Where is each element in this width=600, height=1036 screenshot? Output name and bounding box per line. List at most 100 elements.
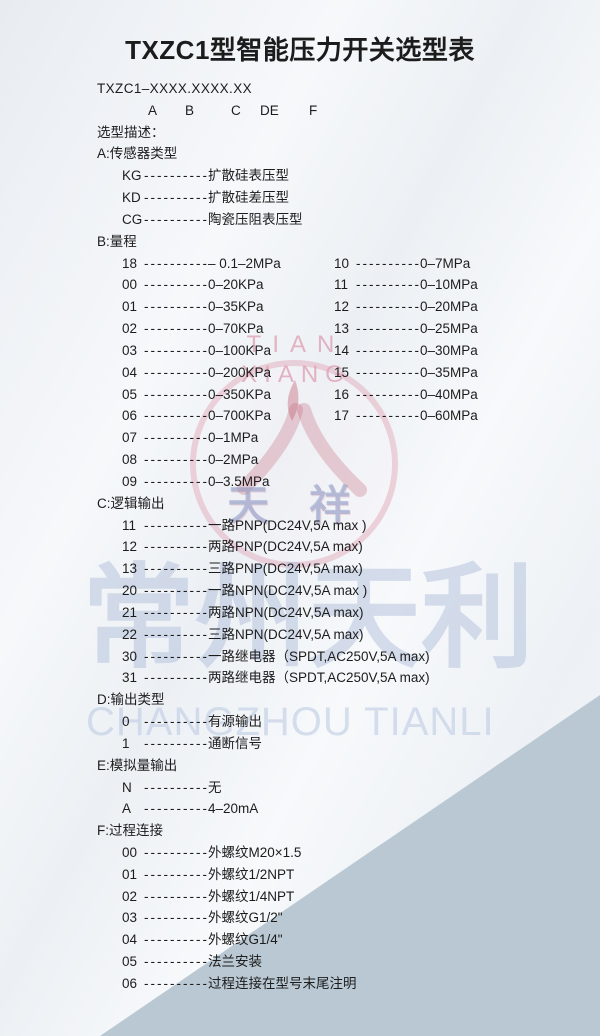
option: 13 ---------- 0–25MPa [334,318,478,340]
option-label: 0–30MPa [420,342,478,358]
option-label: 有源输出 [208,714,262,730]
option-label: 0–35KPa [208,299,264,315]
position-letter: DE [260,102,279,118]
option-code: 12 [122,539,138,555]
option-label: 0–350KPa [208,386,272,402]
option-row: 12 ---------- 两路PNP(DC24V,5A max) [0,536,600,558]
range-option-row: 00 ---------- 0–20KPa 11 ---------- 0–10MPa [0,274,600,296]
option-label: 一路继电器（SPDT,AC250V,5A max) [208,648,430,664]
model-code: TXZC1–XXXX.XXXX.XX [97,81,253,96]
dash-leader: ---------- [356,364,420,380]
option: 11 ---------- 一路PNP(DC24V,5A max ) [122,515,367,537]
range-option-row: 07 ---------- 0–1MPa [0,427,600,449]
option: 12 ---------- 两路PNP(DC24V,5A max) [122,536,363,558]
section-heading-F: F:过程连接 [97,823,163,839]
dash-leader: ---------- [144,844,208,860]
option-code: A [122,801,132,817]
option-label: 外螺纹1/4NPT [208,888,295,904]
option-row: 1 ---------- 通断信号 [0,733,600,755]
option-code: KG [122,168,142,184]
dash-leader: ---------- [144,452,208,468]
dash-leader: ---------- [356,342,420,358]
option-code: 22 [122,626,138,642]
option-code: 06 [122,408,138,424]
dash-leader: ---------- [144,473,208,489]
dash-leader: ---------- [144,386,208,402]
range-option-row: 09 ---------- 0–3.5MPa [0,471,600,493]
option-code: 17 [334,408,350,424]
option-label: 0–20KPa [208,277,264,293]
option-label: 两路NPN(DC24V,5A max) [208,604,364,620]
model-position-letters: A B C DE F [0,100,600,122]
dash-leader: ---------- [144,321,208,337]
option: 30 ---------- 一路继电器（SPDT,AC250V,5A max) [122,646,430,668]
option-row: 01 ---------- 外螺纹1/2NPT [0,864,600,886]
option-code: 05 [122,954,138,970]
option: 09 ---------- 0–3.5MPa [122,471,334,493]
section-heading-C: C:逻辑输出 [97,495,165,511]
option: 02 ---------- 外螺纹1/4NPT [122,886,294,908]
option-code: 08 [122,452,138,468]
option-label: 一路PNP(DC24V,5A max ) [208,517,367,533]
option-label: 扩散硅差压型 [208,190,289,206]
option-row: 06 ---------- 过程连接在型号末尾注明 [0,973,600,995]
dash-leader: ---------- [144,648,208,664]
option-label: 法兰安装 [208,954,262,970]
section-heading-E: E:模拟量输出 [97,757,178,773]
option-label: 0–10MPa [420,277,478,293]
option-code: N [122,779,132,795]
option: 18 ---------- – 0.1–2MPa [122,253,334,275]
option-code: 30 [122,648,138,664]
sections-container: A:传感器类型 KG ---------- 扩散硅表压型 KD ---------- 扩散硅… [0,143,600,994]
option: 0 ---------- 有源输出 [122,711,262,733]
option-row: A ---------- 4–20mA [0,798,600,820]
option-label: 0–25MPa [420,321,478,337]
dash-leader: ---------- [144,517,208,533]
option-label: 0–70KPa [208,321,264,337]
option-code: 00 [122,277,138,293]
dash-leader: ---------- [144,714,208,730]
option: 10 ---------- 0–7MPa [334,253,470,275]
option: 05 ---------- 0–350KPa [122,384,334,406]
option-code: 13 [334,321,350,337]
option: 00 ---------- 外螺纹M20×1.5 [122,842,301,864]
option-row: 31 ---------- 两路继电器（SPDT,AC250V,5A max) [0,667,600,689]
option-label: 0–7MPa [420,255,471,271]
option: 04 ---------- 外螺纹G1/4" [122,929,283,951]
dash-leader: ---------- [144,670,208,686]
option-label: 0–20MPa [420,299,478,315]
dash-leader: ---------- [356,299,420,315]
option-label: 0–60MPa [420,408,478,424]
dash-leader: ---------- [144,932,208,948]
option-code: 03 [122,342,138,358]
option-label: – 0.1–2MPa [208,255,281,271]
range-option-row: 04 ---------- 0–200KPa 15 ---------- 0–35MPa [0,362,600,384]
dash-leader: ---------- [144,430,208,446]
option-label: 外螺纹G1/4" [208,932,283,948]
option: 00 ---------- 0–20KPa [122,274,334,296]
dash-leader: ---------- [144,211,208,227]
option-code: 09 [122,473,138,489]
option-code: 1 [122,735,130,751]
dash-leader: ---------- [144,735,208,751]
option-code: 00 [122,844,138,860]
dash-leader: ---------- [144,539,208,555]
range-option-row: 01 ---------- 0–35KPa 12 ---------- 0–20MPa [0,296,600,318]
dash-leader: ---------- [144,866,208,882]
option: KG ---------- 扩散硅表压型 [122,165,289,187]
option-row: CG ---------- 陶瓷压阻表压型 [0,209,600,231]
option-code: 02 [122,888,138,904]
option-row: 30 ---------- 一路继电器（SPDT,AC250V,5A max) [0,646,600,668]
dash-leader: ---------- [144,408,208,424]
option-row: 21 ---------- 两路NPN(DC24V,5A max) [0,602,600,624]
page-title: TXZC1型智能压力开关选型表 [125,35,475,65]
option-code: 14 [334,342,350,358]
option-code: 02 [122,321,138,337]
range-option-row: 05 ---------- 0–350KPa 16 ---------- 0–40MPa [0,384,600,406]
dash-leader: ---------- [144,342,208,358]
option: 08 ---------- 0–2MPa [122,449,334,471]
dash-leader: ---------- [356,408,420,424]
option: 06 ---------- 0–700KPa [122,405,334,427]
option: 1 ---------- 通断信号 [122,733,262,755]
